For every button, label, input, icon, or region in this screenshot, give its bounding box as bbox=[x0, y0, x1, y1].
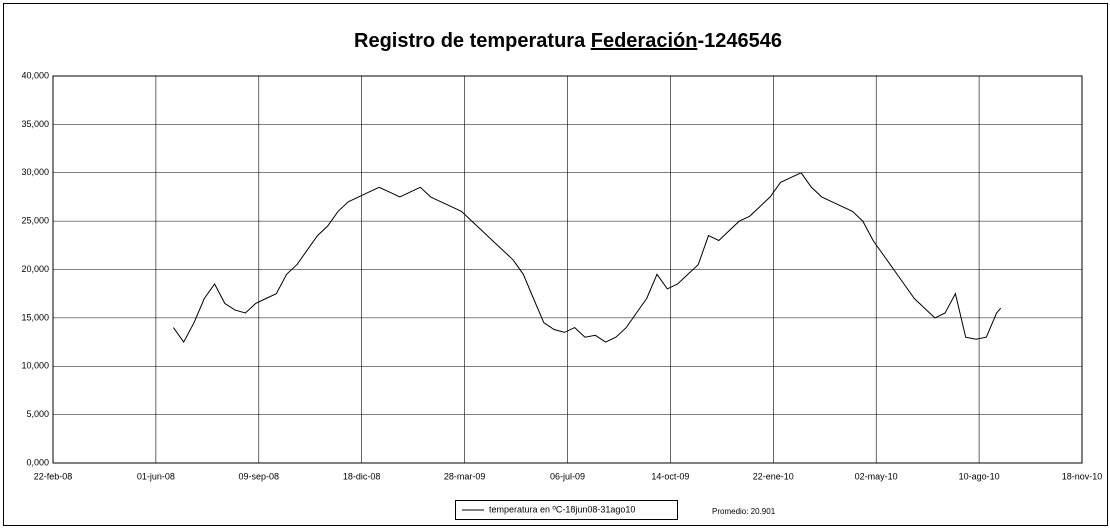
x-tick-label: 22-ene-10 bbox=[753, 471, 794, 481]
y-tick-label: 30,000 bbox=[21, 167, 49, 177]
y-tick-label: 5,000 bbox=[26, 409, 49, 419]
y-tick-label: 20,000 bbox=[21, 264, 49, 274]
series-line bbox=[172, 172, 1002, 344]
x-tick-label: 18-nov-10 bbox=[1062, 471, 1103, 481]
y-tick-label: 0,000 bbox=[26, 457, 49, 467]
x-tick-label: 18-dic-08 bbox=[343, 471, 381, 481]
legend-box bbox=[455, 500, 678, 520]
annotation: Promedio: 20.901 bbox=[712, 507, 776, 516]
x-tick-label: 09-sep-08 bbox=[239, 471, 280, 481]
y-tick-label: 40,000 bbox=[21, 70, 49, 80]
chart-title: Registro de temperatura Federación-12465… bbox=[354, 30, 782, 52]
title-station: Federación bbox=[591, 30, 698, 52]
title-code: -1246546 bbox=[697, 30, 782, 52]
x-tick-label: 06-jul-09 bbox=[550, 471, 585, 481]
x-tick-label: 10-ago-10 bbox=[959, 471, 1000, 481]
x-tick-label: 01-jun-08 bbox=[137, 471, 175, 481]
x-tick-label: 02-may-10 bbox=[855, 471, 898, 481]
y-tick-label: 10,000 bbox=[21, 361, 49, 371]
y-tick-label: 35,000 bbox=[21, 119, 49, 129]
y-tick-label: 15,000 bbox=[21, 312, 49, 322]
title-main: Registro de temperatura bbox=[354, 30, 591, 52]
x-tick-label: 28-mar-09 bbox=[444, 471, 486, 481]
x-tick-label: 22-feb-08 bbox=[34, 471, 73, 481]
x-tick-label: 14-oct-09 bbox=[651, 471, 689, 481]
y-tick-label: 25,000 bbox=[21, 216, 49, 226]
legend-label: temperatura en ºC-18jun08-31ago10 bbox=[489, 504, 635, 514]
